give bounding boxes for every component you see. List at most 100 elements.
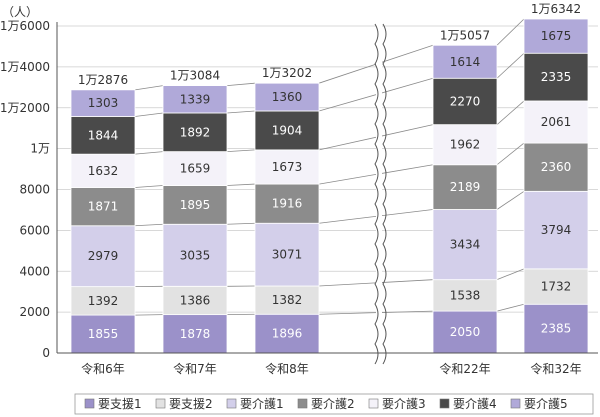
- segment-value-label: 1962: [450, 138, 481, 152]
- x-tick-label: 令和22年: [439, 361, 490, 376]
- legend-swatch: [155, 398, 166, 409]
- segment-value-label: 3071: [272, 248, 303, 262]
- segment-value-label: 2360: [541, 160, 572, 174]
- segment-value-label: 2061: [541, 115, 572, 129]
- legend-label: 要支援2: [169, 397, 213, 411]
- segment-value-label: 1614: [450, 55, 481, 69]
- segment-value-label: 3794: [541, 223, 572, 237]
- bar-segment: [254, 183, 320, 224]
- segment-value-label: 1538: [450, 288, 481, 302]
- y-tick-label: 1万: [30, 142, 50, 156]
- bar-segment: [523, 268, 589, 305]
- segment-value-label: 1673: [272, 160, 303, 174]
- bar-segment: [254, 110, 320, 151]
- total-label: 1万5057: [440, 28, 490, 42]
- y-axis-unit: （人）: [2, 5, 38, 19]
- segment-value-label: 1732: [541, 280, 572, 294]
- bar-segment: [70, 89, 136, 117]
- bar-segment: [523, 100, 589, 144]
- bar-segment: [254, 82, 320, 112]
- segment-value-label: 3035: [180, 248, 211, 262]
- bars: 1855 1392 2979 1871 1632 1844 1303 1万2876 1878 13…: [70, 2, 589, 354]
- bar-segment: [432, 124, 498, 166]
- segment-value-label: 2189: [450, 180, 481, 194]
- connector-line: [496, 268, 525, 281]
- segment-value-label: 2385: [541, 322, 572, 336]
- segment-value-label: 3434: [450, 238, 481, 252]
- bar-segment: [432, 44, 498, 79]
- gridlines: [57, 25, 598, 313]
- axis-break-line: [374, 23, 379, 365]
- connector-line: [496, 190, 525, 210]
- segment-value-label: 1382: [272, 293, 303, 307]
- segment-value-label: 1871: [88, 200, 119, 214]
- segment-value-label: 1360: [272, 90, 303, 104]
- connector-line: [134, 112, 164, 117]
- axis-break-mark: [374, 23, 387, 365]
- y-tick-label: 6000: [19, 223, 50, 237]
- bar-segment: [432, 279, 498, 312]
- bar-segment: [162, 151, 228, 186]
- y-tick-label: 4000: [19, 264, 50, 278]
- connector-line: [226, 110, 256, 114]
- bar-segment: [70, 187, 136, 227]
- bar-segment: [254, 149, 320, 185]
- segment-value-label: 2335: [541, 70, 572, 84]
- connector-line: [496, 100, 525, 125]
- segment-value-label: 2270: [450, 94, 481, 108]
- connector-line: [134, 151, 164, 155]
- segment-value-label: 1386: [180, 293, 211, 307]
- bar-segment: [254, 222, 320, 287]
- bar-segment: [162, 185, 228, 225]
- segment-value-label: 1916: [272, 197, 303, 211]
- total-label: 1万3084: [170, 69, 220, 83]
- legend-label: 要介護3: [382, 396, 426, 411]
- connector-line: [226, 183, 256, 186]
- segment-value-label: 2979: [88, 249, 119, 263]
- bar-segment: [70, 116, 136, 155]
- segment-value-label: 2050: [450, 325, 481, 339]
- connector-line: [226, 149, 256, 153]
- segment-value-label: 1904: [272, 123, 303, 137]
- bar-segment: [70, 153, 136, 188]
- bar-segment: [162, 85, 228, 114]
- segment-value-label: 1659: [180, 162, 211, 176]
- connector-line: [496, 52, 525, 79]
- x-tick-label: 令和32年: [530, 361, 581, 376]
- legend-swatch: [226, 398, 237, 409]
- legend-swatch: [297, 398, 308, 409]
- legend-label: 要介護5: [524, 396, 568, 411]
- segment-value-label: 1895: [180, 198, 211, 212]
- legend-label: 要支援1: [98, 397, 142, 411]
- y-tick-label: 1万2000: [0, 101, 50, 115]
- y-tick-label: 0: [42, 346, 50, 360]
- axis-break-band: [376, 24, 382, 353]
- y-tick-label: 1万6000: [0, 19, 50, 33]
- total-label: 1万3202: [262, 66, 312, 80]
- legend-label: 要介護4: [453, 396, 497, 411]
- segment-value-label: 1339: [180, 92, 211, 106]
- x-tick-label: 令和6年: [81, 361, 125, 376]
- connector-line: [496, 18, 525, 46]
- segment-value-label: 1632: [88, 164, 119, 178]
- legend-box: [74, 393, 594, 415]
- axes: [56, 22, 598, 354]
- y-tick-label: 8000: [19, 183, 50, 197]
- bar-segment: [162, 112, 228, 153]
- bar-segment: [162, 285, 228, 316]
- bar-segment: [70, 314, 136, 354]
- connector-line: [226, 82, 256, 86]
- y-tick-label: 2000: [19, 305, 50, 319]
- bar-segment: [70, 225, 136, 288]
- x-axis-labels: 令和6年 令和7年 令和8年 令和22年 令和32年: [81, 361, 581, 376]
- legend-label: 要介護1: [240, 396, 284, 411]
- bar-segment: [523, 18, 589, 54]
- bar-segment: [523, 142, 589, 192]
- legend-swatch: [439, 398, 450, 409]
- segment-value-label: 1892: [180, 125, 211, 139]
- bar-segment: [523, 303, 589, 354]
- y-axis-ticks: 0 2000 4000 6000 8000 1万 1万2000 1万4000 1万6000: [0, 19, 50, 360]
- legend-swatch: [84, 398, 95, 409]
- legend: 要支援1 要支援2 要介護1 要介護2 要介護3 要介護4 要介護5: [74, 393, 594, 415]
